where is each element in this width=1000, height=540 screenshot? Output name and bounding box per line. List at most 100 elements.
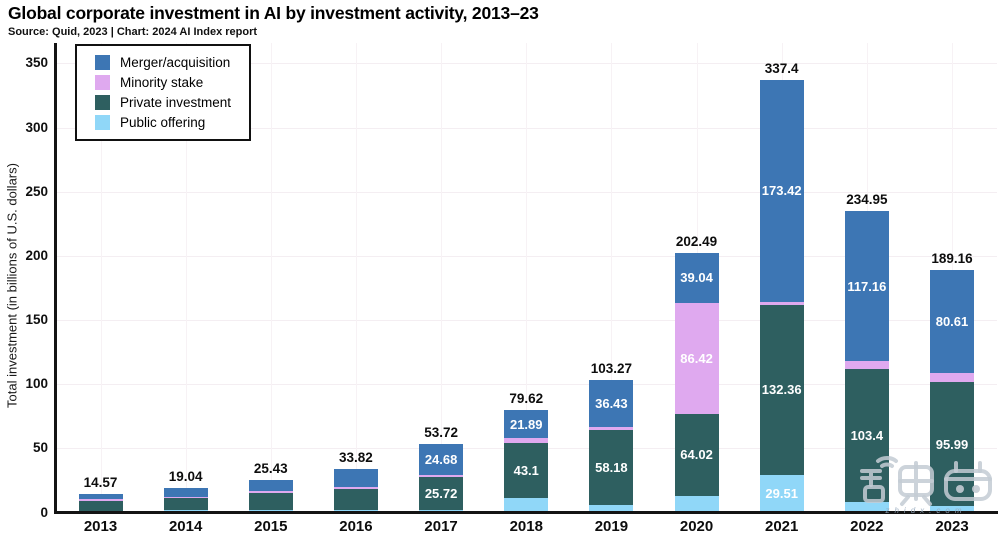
bar-segment-value-label: 39.04 [680, 270, 713, 286]
bar-segment-minority-stake-2016 [333, 486, 378, 489]
legend-swatch-icon [95, 75, 110, 90]
bar-segment-value-label: 29.51 [765, 486, 798, 502]
bar-segment-private-investment-2013 [78, 500, 123, 511]
bar-total-label-2015: 25.43 [253, 460, 288, 476]
bar-total-label-2022: 234.95 [846, 192, 888, 208]
bar-segment-merger-acquisition-2013 [78, 493, 123, 500]
bar-total-label-2013: 14.57 [83, 474, 118, 490]
gridline-v-2019 [611, 43, 613, 511]
x-tick-label-2021: 2021 [765, 518, 799, 535]
bar-segment-merger-acquisition-2015 [248, 479, 293, 491]
bar-segment-merger-acquisition-2014 [163, 488, 208, 498]
bar-segment-private-investment-2023: 95.99 [930, 382, 974, 506]
bar-segment-minority-stake-2015 [248, 490, 293, 493]
bar-segment-merger-acquisition-2023: 80.61 [930, 269, 974, 374]
chart-title: Global corporate investment in AI by inv… [8, 3, 539, 23]
bar-segment-private-investment-2015 [248, 492, 293, 511]
bar-total-label-2016: 33.82 [339, 450, 373, 466]
bar-segment-minority-stake-2013 [78, 499, 123, 501]
y-tick-label-50: 50 [32, 440, 48, 456]
legend-swatch-icon [95, 55, 110, 70]
bar-segment-merger-acquisition-2018: 21.89 [504, 410, 549, 439]
x-tick-label-2014: 2014 [168, 518, 203, 535]
x-tick-label-2013: 2013 [83, 518, 118, 535]
bar-segment-value-label: 21.89 [509, 416, 543, 432]
legend-label: Minority stake [120, 75, 204, 90]
bar-segment-public-offering-2018 [504, 497, 549, 513]
bar-segment-value-label: 173.42 [761, 183, 802, 199]
y-tick-label-200: 200 [25, 247, 48, 263]
y-tick-label-150: 150 [25, 312, 48, 328]
y-tick-label-0: 0 [40, 504, 48, 520]
bar-total-label-2020: 202.49 [675, 233, 718, 249]
gridline-v-2016 [355, 43, 357, 511]
bar-segment-merger-acquisition-2020: 39.04 [674, 252, 719, 303]
bar-segment-merger-acquisition-2022: 117.16 [844, 211, 889, 362]
bar-segment-private-investment-2018: 43.1 [504, 442, 549, 498]
x-tick-label-2016: 2016 [339, 518, 373, 535]
bar-segment-public-offering-2023 [930, 505, 974, 513]
bar-segment-value-label: 117.16 [847, 278, 887, 294]
x-tick-label-2022: 2022 [850, 518, 884, 535]
bar-total-label-2023: 189.16 [931, 250, 973, 266]
gridline-v-2018 [526, 43, 528, 511]
x-axis-line [54, 511, 998, 514]
bar-total-label-2019: 103.27 [590, 361, 633, 376]
legend-label: Merger/acquisition [120, 55, 231, 70]
bar-segment-value-label: 25.72 [424, 485, 458, 501]
x-tick-label-2015: 2015 [254, 518, 288, 535]
bar-segment-minority-stake-2023 [930, 373, 974, 383]
bar-segment-value-label: 103.4 [850, 427, 884, 443]
bar-segment-merger-acquisition-2021: 173.42 [759, 79, 804, 303]
bar-segment-value-label: 58.18 [595, 460, 628, 476]
bar-segment-minority-stake-2019 [589, 426, 634, 431]
x-tick-label-2018: 2018 [509, 518, 543, 535]
bar-segment-merger-acquisition-2017: 24.68 [419, 443, 464, 476]
bar-segment-value-label: 95.99 [935, 436, 969, 452]
bar-segment-value-label: 64.02 [680, 447, 713, 463]
y-axis-title: Total investment (in billions of U.S. do… [4, 163, 20, 408]
bar-segment-minority-stake-2018 [504, 438, 549, 443]
y-tick-label-100: 100 [25, 376, 48, 392]
gridline-v-2015 [270, 43, 272, 511]
bar-segment-value-label: 132.36 [761, 382, 802, 398]
x-tick-label-2020: 2020 [679, 518, 714, 535]
legend-label: Public offering [120, 115, 206, 130]
bar-total-label-2014: 19.04 [168, 469, 203, 485]
legend-item-minority-stake: Minority stake [95, 75, 231, 90]
legend-swatch-icon [95, 115, 110, 130]
y-tick-label-350: 350 [25, 55, 48, 71]
bar-segment-private-investment-2017: 25.72 [419, 476, 464, 510]
chart-subtitle: Source: Quid, 2023 | Chart: 2024 AI Inde… [8, 26, 258, 38]
bar-total-label-2018: 79.62 [509, 391, 544, 407]
bar-segment-minority-stake-2021 [759, 302, 804, 305]
bar-segment-private-investment-2019: 58.18 [589, 430, 634, 505]
bar-segment-private-investment-2016 [333, 488, 378, 511]
gridline-v-2014 [185, 43, 187, 511]
bar-segment-private-investment-2021: 132.36 [759, 304, 804, 475]
bar-segment-merger-acquisition-2016 [333, 469, 378, 487]
bar-segment-merger-acquisition-2019: 36.43 [589, 380, 634, 427]
x-tick-label-2017: 2017 [424, 518, 458, 535]
x-tick-label-2019: 2019 [594, 518, 629, 535]
legend-label: Private investment [120, 95, 232, 110]
x-tick-label-2023: 2023 [935, 518, 969, 535]
y-axis-line [54, 43, 57, 514]
bar-segment-value-label: 80.61 [935, 314, 969, 330]
bar-segment-minority-stake-2014 [163, 497, 208, 499]
legend-item-public-offering: Public offering [95, 115, 231, 130]
y-tick-label-250: 250 [25, 183, 48, 199]
bar-segment-value-label: 43.1 [513, 462, 539, 478]
bar-total-label-2017: 53.72 [424, 424, 458, 440]
gridline-v-2013 [100, 43, 102, 511]
bar-segment-minority-stake-2020: 86.42 [674, 302, 719, 414]
legend-item-merger-acquisition: Merger/acquisition [95, 55, 231, 70]
bar-segment-value-label: 86.42 [680, 350, 713, 366]
bar-segment-private-investment-2022: 103.4 [844, 369, 889, 502]
legend: Merger/acquisition Minority stake Private … [75, 44, 252, 141]
bar-segment-value-label: 24.68 [424, 451, 458, 467]
bar-segment-value-label: 36.43 [595, 395, 628, 411]
legend-item-private-investment: Private investment [95, 95, 231, 110]
bar-segment-public-offering-2019 [589, 504, 634, 513]
bar-segment-private-investment-2020: 64.02 [674, 413, 719, 496]
